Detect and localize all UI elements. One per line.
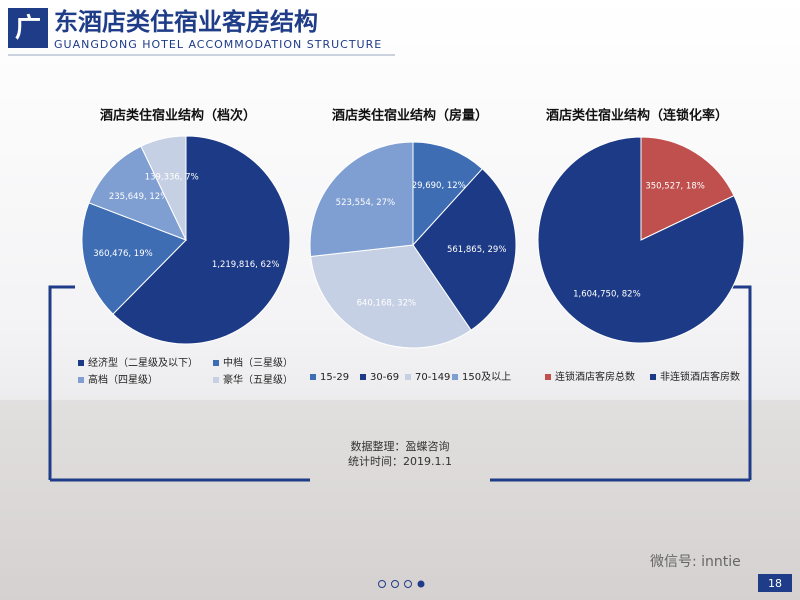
legend-label: 中档（三星级） (223, 356, 293, 369)
page-dot (378, 580, 386, 588)
pie-slice (537, 136, 745, 344)
legend-label: 非连锁酒店客房数 (660, 370, 740, 383)
data-label: 1,604,750, 82% (573, 289, 641, 299)
legend-swatch (360, 374, 366, 380)
chart-title: 酒店类住宿业结构（连锁化率） (546, 108, 728, 124)
legend-label: 经济型（二星级及以下） (88, 356, 198, 369)
frame-right (725, 285, 752, 480)
data-label: 640,168, 32% (357, 299, 416, 309)
subtitle: GUANGDONG HOTEL ACCOMMODATION STRUCTURE (54, 38, 382, 51)
title: 东酒店类住宿业客房结构 (54, 8, 318, 36)
pie-slice (640, 136, 735, 241)
legend-label: 连锁酒店客房总数 (555, 370, 635, 383)
data-label: 561,865, 29% (447, 245, 506, 255)
legend-swatch (213, 360, 219, 366)
frame-left (48, 285, 75, 480)
data-label: 523,554, 27% (336, 198, 395, 208)
legend-swatch (213, 377, 219, 383)
data-label: 139,336, 7% (145, 173, 199, 183)
legend-label: 150及以上 (462, 371, 511, 383)
page-number-box (758, 574, 792, 592)
legend-swatch (452, 374, 458, 380)
pie-slice (112, 135, 291, 345)
pie-slice (412, 168, 517, 331)
data-label: 229,690, 12% (406, 181, 465, 191)
source: 数据整理：盈蝶咨询 (351, 439, 450, 453)
legend-label: 15-29 (320, 372, 349, 383)
data-label: 350,527, 18% (645, 182, 704, 192)
legend-label: 高档（四星级） (88, 373, 158, 386)
legend-swatch (650, 374, 656, 380)
data-label: 360,476, 19% (93, 249, 152, 259)
page-dot (391, 580, 399, 588)
pie-slice (140, 135, 187, 241)
pie-slice (310, 244, 472, 349)
legend-swatch (310, 374, 316, 380)
pie-slice (88, 145, 187, 241)
legend-swatch (78, 377, 84, 383)
page-number: 18 (768, 577, 782, 590)
watermark: 微信号: inntie (650, 554, 741, 570)
badge-box (8, 8, 48, 48)
pie-slice (412, 141, 484, 247)
badge-text: 广 (15, 14, 41, 44)
legend-swatch (545, 374, 551, 380)
data-label: 235,649, 12% (109, 192, 168, 202)
legend-swatch (405, 374, 411, 380)
legend-label: 豪华（五星级） (223, 373, 293, 386)
page-dot (417, 580, 425, 588)
legend-label: 70-149 (415, 372, 450, 383)
legend-label: 30-69 (370, 372, 399, 383)
pie-slice (81, 202, 187, 315)
legend-swatch (78, 360, 84, 366)
data-label: 1,219,816, 62% (212, 260, 280, 270)
chart-title: 酒店类住宿业结构（档次） (100, 108, 256, 124)
background-photo (0, 400, 800, 600)
pie-slice (309, 141, 414, 258)
source-date: 统计时间：2019.1.1 (348, 455, 452, 468)
page-dot (404, 580, 412, 588)
chart-title: 酒店类住宿业结构（房量） (332, 108, 488, 124)
